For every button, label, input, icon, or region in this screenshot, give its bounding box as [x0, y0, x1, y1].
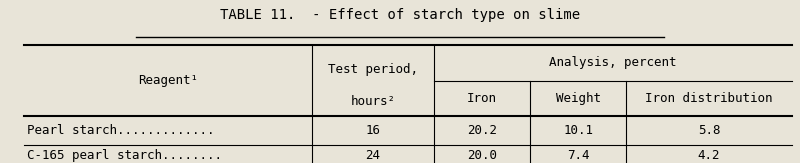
- Text: Test period,: Test period,: [328, 63, 418, 76]
- Text: Reagent¹: Reagent¹: [138, 74, 198, 87]
- Text: Iron distribution: Iron distribution: [646, 92, 773, 105]
- Text: Weight: Weight: [556, 92, 601, 105]
- Text: 10.1: 10.1: [563, 124, 593, 137]
- Text: 4.2: 4.2: [698, 148, 720, 162]
- Text: Analysis, percent: Analysis, percent: [550, 57, 677, 69]
- Text: Pearl starch.............: Pearl starch.............: [27, 124, 214, 137]
- Text: hours²: hours²: [350, 95, 395, 108]
- Text: 20.2: 20.2: [467, 124, 497, 137]
- Text: 5.8: 5.8: [698, 124, 720, 137]
- Text: Iron: Iron: [467, 92, 497, 105]
- Text: 7.4: 7.4: [567, 148, 590, 162]
- Text: 20.0: 20.0: [467, 148, 497, 162]
- Text: C-165 pearl starch........: C-165 pearl starch........: [27, 148, 222, 162]
- Text: 24: 24: [366, 148, 381, 162]
- Text: 16: 16: [366, 124, 381, 137]
- Text: TABLE 11.  - Effect of starch type on slime: TABLE 11. - Effect of starch type on sli…: [220, 8, 580, 22]
